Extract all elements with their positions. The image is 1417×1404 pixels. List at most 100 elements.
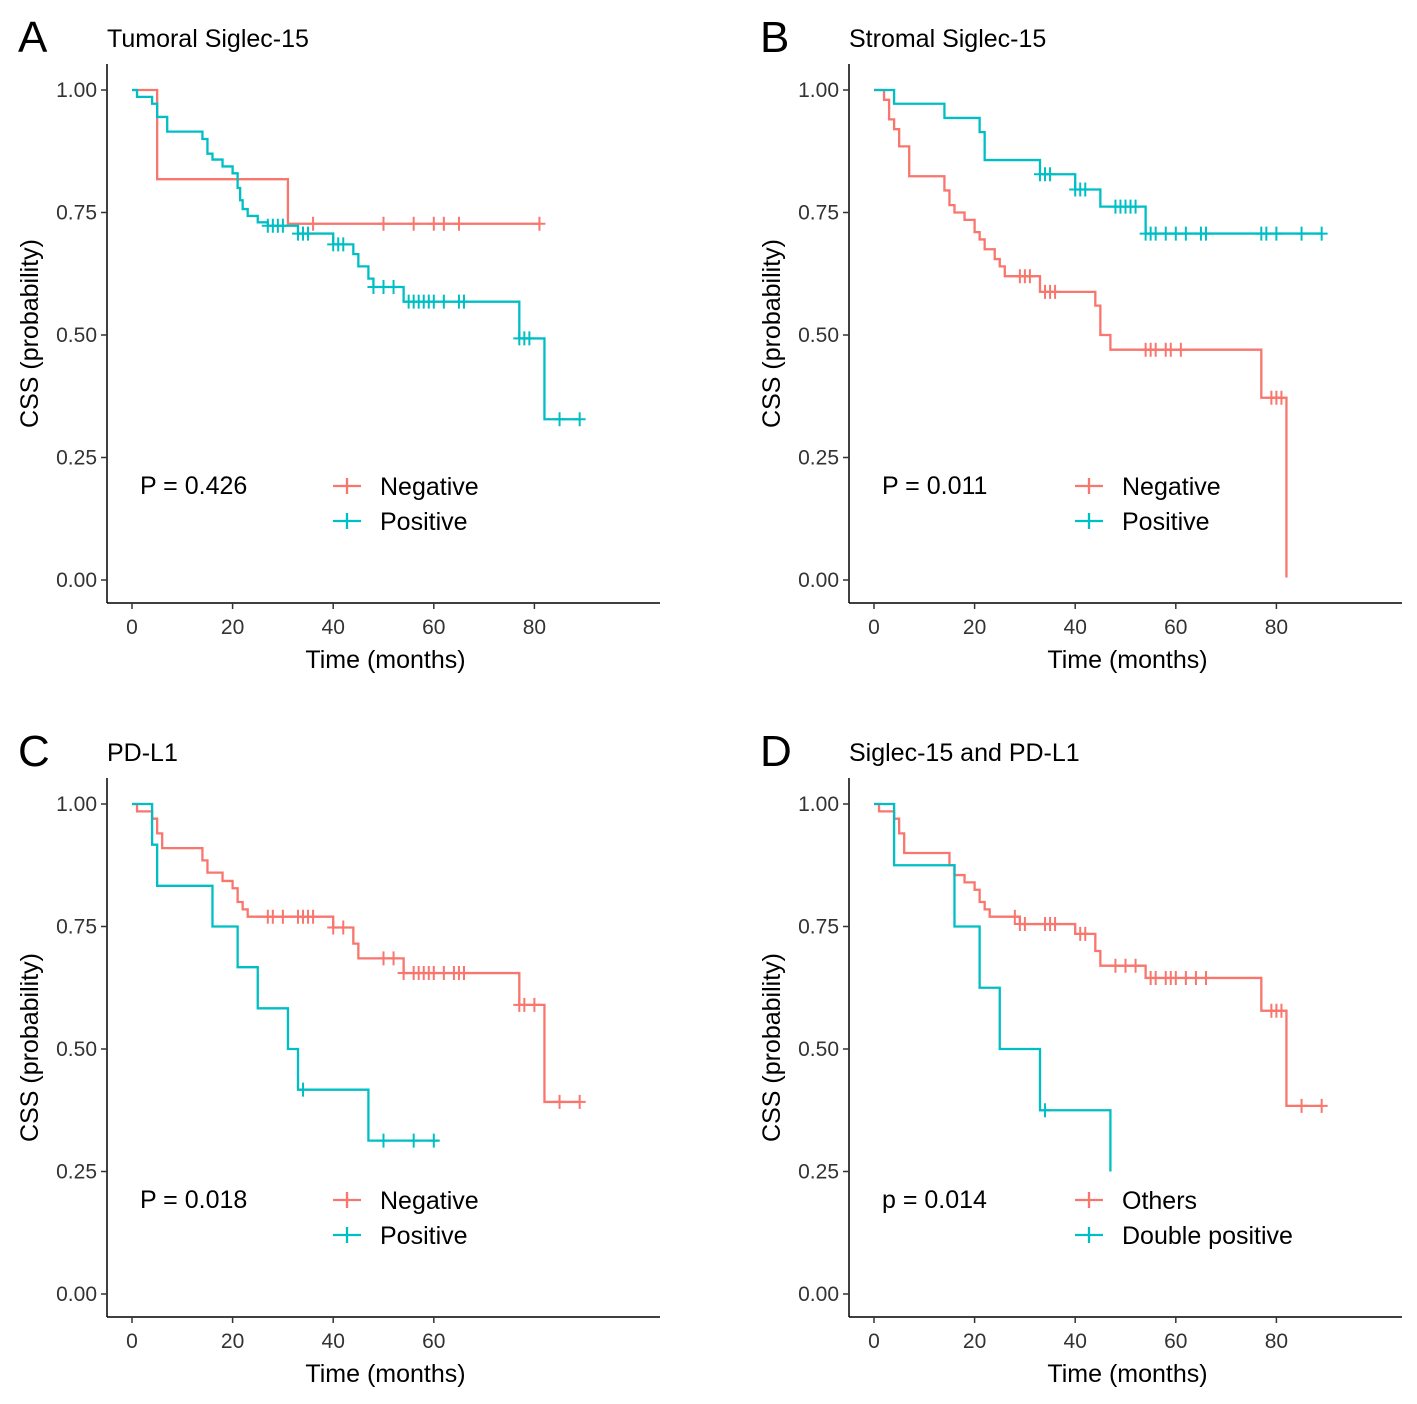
x-tick-label: 40: [322, 616, 345, 639]
censor-mark-negative: [1174, 342, 1187, 357]
panel-title: Tumoral Siglec-15: [107, 25, 309, 53]
censor-mark-negative: [377, 951, 390, 966]
p-value-label: p = 0.014: [882, 1186, 987, 1214]
censor-mark-positive: [276, 218, 289, 233]
panel-title: Siglec-15 and PD-L1: [849, 739, 1080, 767]
censor-mark-others: [1018, 917, 1031, 932]
y-tick-label: 0.25: [56, 1161, 97, 1184]
x-tick-label: 0: [126, 1330, 138, 1353]
y-tick-label: 0.50: [56, 1038, 97, 1061]
censor-mark-others: [1275, 1003, 1288, 1018]
km-curve-negative: [874, 88, 1288, 578]
censor-mark-others: [1079, 926, 1092, 941]
censor-mark-others: [1189, 970, 1202, 985]
km-panel-b: B Stromal Siglec-15 0.00 0.25 0.50 0.75 1.00 0 2…: [758, 13, 1402, 674]
legend-label-positive: Positive: [1122, 508, 1210, 536]
legend-key-negative: [1075, 478, 1103, 494]
km-curve-others: [874, 802, 1322, 1107]
x-tick-label: 20: [963, 1330, 986, 1353]
y-tick-label: 1.00: [56, 793, 97, 816]
legend-key-positive: [333, 1227, 361, 1243]
censor-mark-negative: [427, 216, 440, 231]
y-tick-label: 0.00: [798, 1283, 839, 1306]
y-tick-label: 1.00: [798, 79, 839, 102]
censor-mark-negative: [437, 216, 450, 231]
y-axis-title: CSS (probability): [758, 953, 786, 1142]
censor-mark-negative: [407, 216, 420, 231]
p-value-label: P = 0.011: [882, 472, 987, 500]
x-tick-label: 0: [868, 1330, 880, 1353]
censor-mark-negative: [518, 997, 531, 1012]
km-curve-negative: [132, 802, 580, 1104]
censor-mark-others: [1315, 1098, 1328, 1113]
censor-mark-negative: [397, 966, 410, 981]
y-tick-label: 0.75: [798, 202, 839, 225]
censor-mark-positive: [457, 294, 470, 309]
panel-letter: A: [18, 13, 48, 62]
censor-mark-positive: [1199, 226, 1212, 241]
y-axis-title: CSS (probability): [758, 239, 786, 428]
censor-mark-positive: [427, 1133, 440, 1148]
panel-title: PD-L1: [107, 739, 178, 767]
censor-mark-negative: [1275, 390, 1288, 405]
censor-mark-positive: [523, 331, 536, 346]
censor-mark-negative: [553, 1094, 566, 1109]
x-tick-label: 60: [1164, 616, 1187, 639]
censor-mark-positive: [553, 412, 566, 427]
censor-mark-negative: [437, 966, 450, 981]
x-tick-label: 40: [1064, 1330, 1087, 1353]
y-tick-label: 0.25: [798, 447, 839, 470]
x-axis-title: Time (months): [1047, 646, 1207, 674]
censor-mark-positive: [1315, 226, 1328, 241]
x-tick-label: 0: [126, 616, 138, 639]
censor-mark-negative: [327, 920, 340, 935]
x-tick-label: 40: [322, 1330, 345, 1353]
p-value-label: P = 0.018: [140, 1186, 247, 1214]
panel-letter: B: [760, 13, 789, 62]
censor-mark-others: [1119, 958, 1132, 973]
legend-label-others: Others: [1122, 1187, 1197, 1215]
censor-mark-positive: [1044, 167, 1057, 182]
y-tick-label: 0.00: [56, 1283, 97, 1306]
x-tick-label: 60: [422, 1330, 445, 1353]
km-curve-negative: [132, 88, 540, 225]
censor-mark-positive: [1079, 182, 1092, 197]
km-panel-a: A Tumoral Siglec-15 0.00 0.25 0.50 0.75 1.00 0 2…: [16, 13, 660, 674]
y-axis-title: CSS (probability): [16, 239, 44, 428]
y-tick-label: 0.75: [798, 916, 839, 939]
x-axis-title: Time (months): [305, 646, 465, 674]
y-tick-label: 0.75: [56, 916, 97, 939]
y-tick-label: 0.50: [798, 324, 839, 347]
censor-mark-positive: [337, 237, 350, 252]
legend-key-positive: [333, 513, 361, 529]
km-panel-d: D Siglec-15 and PD-L1 0.00 0.25 0.50 0.75 1.00…: [758, 727, 1402, 1388]
km-curve-positive: [132, 88, 580, 421]
km-curve-positive: [132, 802, 439, 1142]
censor-mark-positive: [437, 294, 450, 309]
censor-mark-positive: [407, 1133, 420, 1148]
legend-key-double-positive: [1075, 1227, 1103, 1243]
km-curve-double-positive: [874, 802, 1112, 1172]
censor-mark-negative: [528, 997, 541, 1012]
censor-mark-positive: [1149, 226, 1162, 241]
km-panel-c: C PD-L1 0.00 0.25 0.50 0.75 1.00 0 20 40 60 Time (m…: [16, 727, 660, 1388]
x-tick-label: 80: [1265, 616, 1288, 639]
x-axis-title: Time (months): [305, 1360, 465, 1388]
censor-mark-others: [1179, 970, 1192, 985]
censor-mark-positive: [1179, 226, 1192, 241]
censor-mark-negative: [452, 216, 465, 231]
censor-mark-negative: [457, 966, 470, 981]
y-tick-label: 1.00: [56, 79, 97, 102]
censor-mark-positive: [367, 279, 380, 294]
censor-mark-negative: [533, 216, 546, 231]
panel-letter: D: [760, 727, 792, 776]
x-tick-label: 60: [422, 616, 445, 639]
panel-title: Stromal Siglec-15: [849, 25, 1046, 53]
legend-label-negative: Negative: [1122, 473, 1221, 501]
p-value-label: P = 0.426: [140, 472, 247, 500]
x-tick-label: 80: [523, 616, 546, 639]
x-tick-label: 20: [963, 616, 986, 639]
legend-label-double-positive: Double positive: [1122, 1222, 1293, 1250]
censor-mark-positive: [1169, 226, 1182, 241]
